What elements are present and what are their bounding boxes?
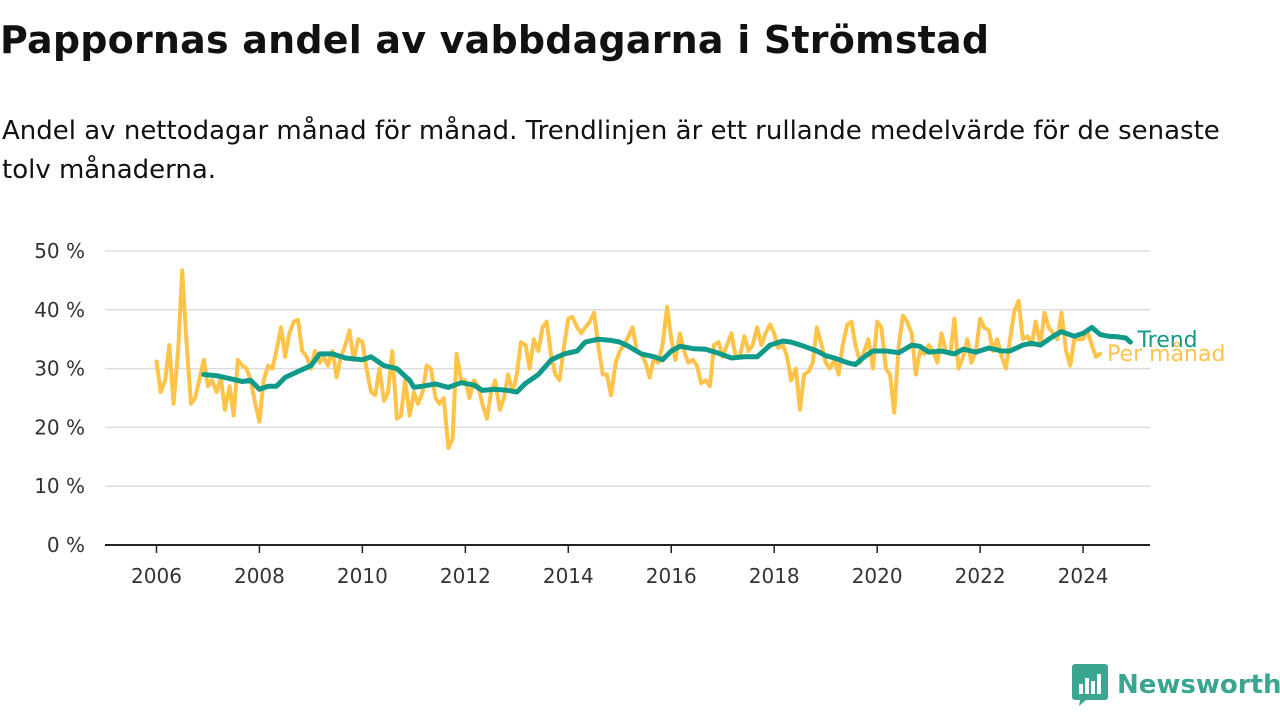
- x-tick-label: 2012: [440, 564, 491, 588]
- y-tick-label: 50 %: [34, 239, 85, 263]
- y-tick-label: 10 %: [34, 474, 85, 498]
- x-tick: 2006: [131, 545, 182, 588]
- y-tick-label: 30 %: [34, 357, 85, 381]
- y-tick-label: 20 %: [34, 415, 85, 439]
- y-axis: 0 % 10 % 20 % 30 % 40 % 50 %: [34, 239, 85, 557]
- newsworthy-logo[interactable]: Newsworthy: [1072, 664, 1280, 706]
- y-tick: 10 %: [34, 474, 85, 498]
- x-tick-label: 2024: [1058, 564, 1109, 588]
- x-tick-label: 2018: [749, 564, 800, 588]
- x-tick-label: 2022: [955, 564, 1006, 588]
- x-tick: 2010: [337, 545, 388, 588]
- y-tick-label: 0 %: [47, 533, 85, 557]
- x-tick: 2014: [543, 545, 594, 588]
- x-tick: 2024: [1058, 545, 1109, 588]
- y-tick: 40 %: [34, 298, 85, 322]
- series-label-trend: Trend: [1136, 328, 1197, 353]
- y-tick-label: 40 %: [34, 298, 85, 322]
- series-line-per-manad: [154, 268, 1103, 450]
- newsworthy-logo-icon: [1072, 664, 1108, 706]
- x-tick: 2012: [440, 545, 491, 588]
- y-tick: 30 %: [34, 357, 85, 381]
- x-tick: 2016: [646, 545, 697, 588]
- x-tick-label: 2020: [852, 564, 903, 588]
- chart-subtitle: Andel av nettodagar månad för månad. Tre…: [2, 116, 1220, 185]
- series-label-per-manad: Per månad: [1107, 341, 1225, 367]
- x-tick-label: 2010: [337, 564, 388, 588]
- x-tick: 2022: [955, 545, 1006, 588]
- newsworthy-logo-text: Newsworthy: [1117, 670, 1280, 700]
- x-tick-label: 2016: [646, 564, 697, 588]
- x-axis: 2006 2008 2010 2012 2014 2016 2018 2020 2022 2024: [105, 544, 1150, 588]
- x-tick: 2020: [852, 545, 903, 588]
- x-tick-label: 2008: [234, 564, 285, 588]
- gridlines: [105, 250, 1150, 487]
- x-tick: 2018: [749, 545, 800, 588]
- y-tick: 50 %: [34, 239, 85, 263]
- x-tick-label: 2006: [131, 564, 182, 588]
- y-tick: 0 %: [47, 533, 85, 557]
- y-tick: 20 %: [34, 415, 85, 439]
- x-tick: 2008: [234, 545, 285, 588]
- chart-title: Pappornas andel av vabbdagarna i Strömst…: [0, 18, 990, 62]
- series-line-trend: [201, 324, 1133, 395]
- x-tick-label: 2014: [543, 564, 594, 588]
- series-lines: [154, 268, 1133, 450]
